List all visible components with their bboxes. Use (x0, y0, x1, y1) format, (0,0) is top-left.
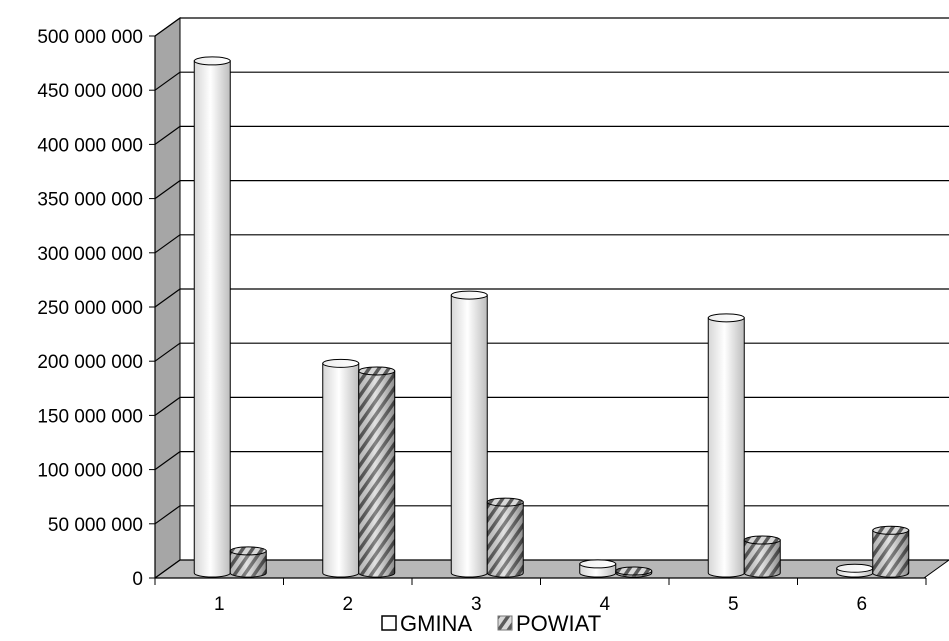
x-tick-label: 3 (471, 594, 482, 615)
legend: GMINA POWIAT (381, 611, 601, 636)
legend-item-gmina: GMINA (381, 611, 472, 636)
axes (149, 35, 927, 585)
y-tick-label: 400 000 000 (37, 135, 143, 156)
gridline (154, 125, 949, 145)
bar-powiat-4 (615, 566, 653, 578)
bar-powiat-3 (486, 497, 524, 578)
bar-gmina-2 (322, 358, 360, 578)
x-tick-label: 4 (599, 594, 610, 615)
y-tick-label: 300 000 000 (37, 244, 143, 265)
chart-background (153, 17, 949, 579)
bar-powiat-5 (743, 535, 781, 578)
bar-gmina-1 (193, 56, 231, 578)
gridline (154, 288, 949, 308)
gridline (154, 17, 949, 37)
gridline (154, 505, 949, 525)
gridline (154, 180, 949, 200)
floor (153, 559, 949, 579)
gridlines (154, 17, 949, 579)
bar-gmina-4 (579, 559, 617, 578)
y-tick-label: 100 000 000 (37, 461, 143, 482)
x-tick-label: 5 (728, 594, 739, 615)
gridline (154, 451, 949, 471)
bar-gmina-3 (450, 290, 488, 578)
bar-gmina-6 (836, 563, 874, 578)
gridline (154, 559, 949, 579)
y-tick-label: 250 000 000 (37, 298, 143, 319)
legend-label-powiat: POWIAT (516, 611, 601, 636)
x-tick-label: 6 (856, 594, 867, 615)
y-tick-label: 500 000 000 (37, 27, 143, 48)
bar-powiat-2 (358, 366, 396, 578)
y-tick-label: 0 (132, 569, 143, 590)
y-tick-label: 200 000 000 (37, 352, 143, 373)
y-tick-label: 350 000 000 (37, 190, 143, 211)
gridline (154, 71, 949, 91)
y-tick-label: 150 000 000 (37, 406, 143, 427)
bar-powiat-6 (872, 525, 910, 578)
bar-powiat-1 (229, 546, 267, 578)
y-tick-label: 50 000 000 (48, 515, 143, 536)
legend-item-powiat: POWIAT (497, 611, 601, 636)
bars (193, 56, 910, 578)
tick-labels: 0 50 000 000 100 000 000 150 000 000 200 000… (37, 27, 867, 615)
x-tick-label: 1 (214, 594, 225, 615)
y-tick-label: 450 000 000 (37, 81, 143, 102)
gridline (154, 396, 949, 416)
legend-swatch-powiat (497, 615, 513, 631)
bar-gmina-5 (707, 313, 745, 578)
gridline (154, 342, 949, 362)
gridline (154, 234, 949, 254)
x-tick-label: 2 (342, 594, 353, 615)
legend-label-gmina: GMINA (400, 611, 472, 636)
legend-swatch-gmina (381, 615, 397, 631)
